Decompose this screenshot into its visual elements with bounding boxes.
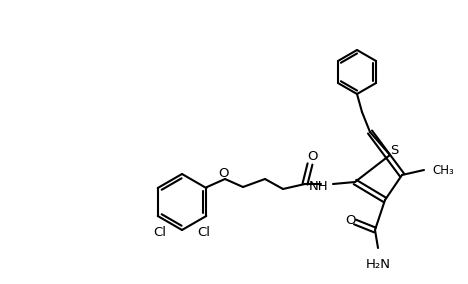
Text: S: S bbox=[390, 143, 398, 156]
Text: O: O bbox=[218, 166, 228, 179]
Text: Cl: Cl bbox=[198, 226, 211, 239]
Text: O: O bbox=[307, 149, 317, 162]
Text: O: O bbox=[345, 214, 355, 227]
Text: CH₃: CH₃ bbox=[432, 164, 454, 176]
Text: NH: NH bbox=[308, 179, 328, 193]
Text: Cl: Cl bbox=[153, 226, 166, 239]
Text: H₂N: H₂N bbox=[366, 258, 390, 271]
